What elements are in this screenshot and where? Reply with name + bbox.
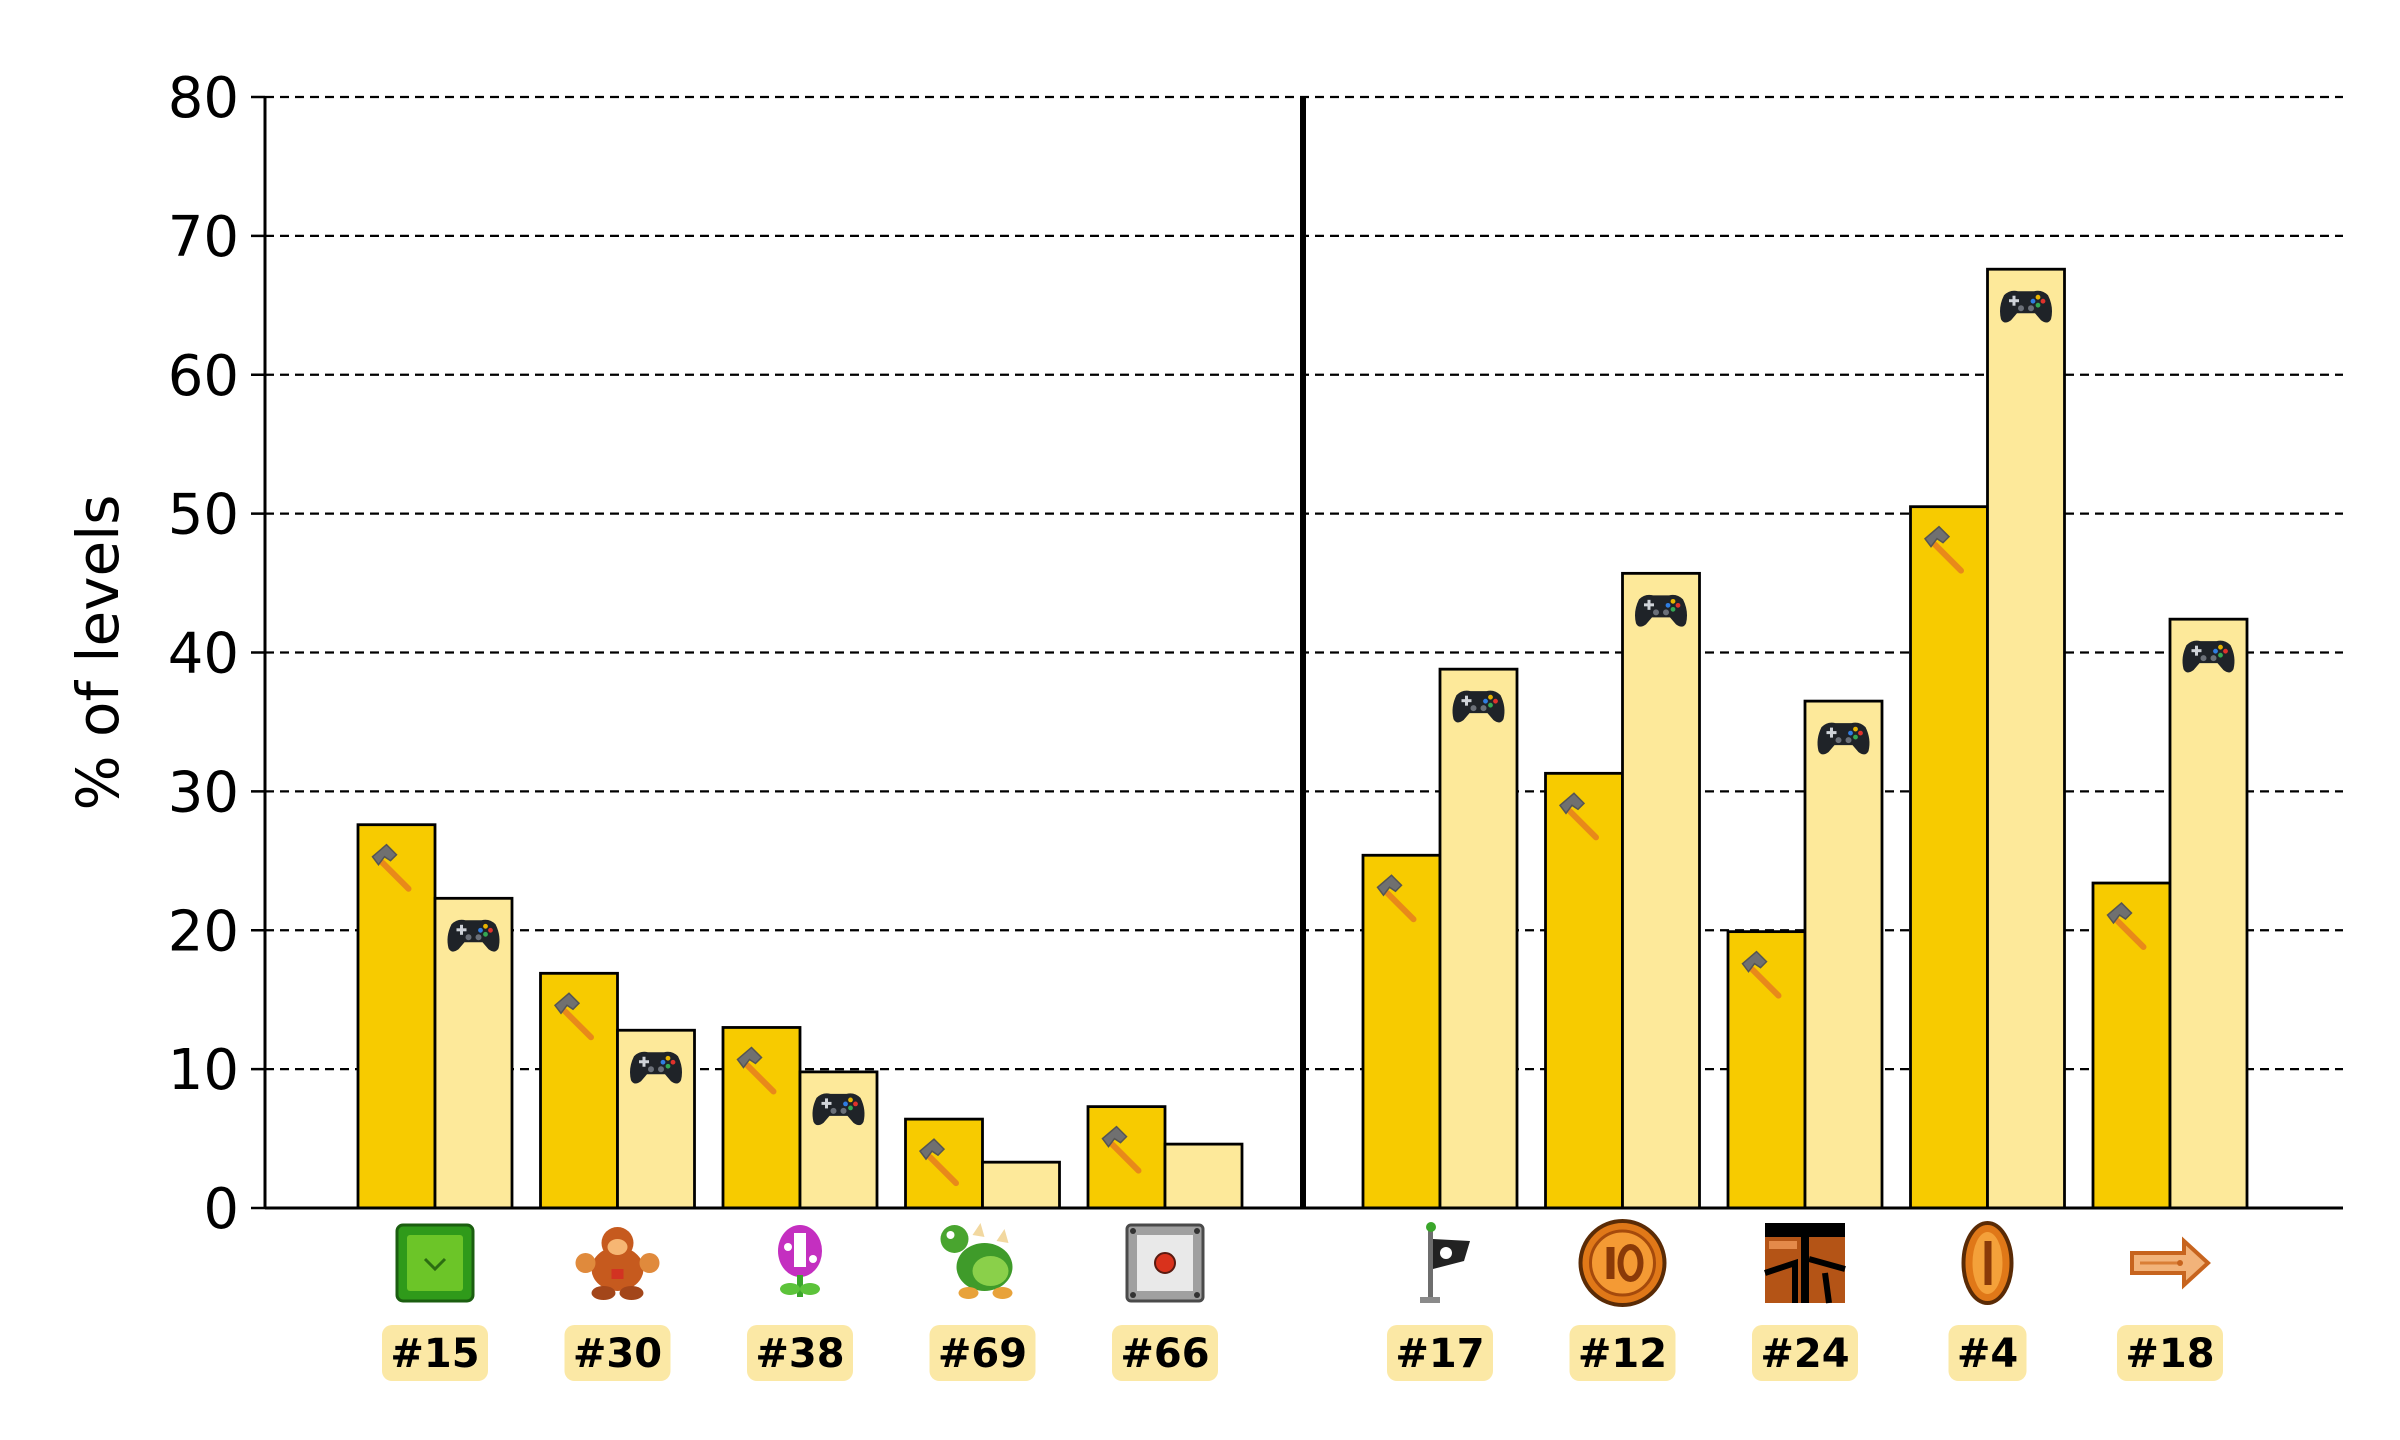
bar-play-4 (1986, 267, 2066, 1210)
y-tick-label: 80 (168, 66, 239, 131)
bar-play-17 (1438, 667, 1519, 1210)
rank-badge (1387, 1325, 1493, 1381)
rank-label: #15 (390, 1331, 479, 1377)
arrow-sign-icon (2130, 1236, 2211, 1290)
bar-play-18 (2168, 617, 2249, 1210)
bar-build-30 (539, 971, 619, 1210)
rank-badge (1112, 1325, 1218, 1381)
rank-label: #38 (755, 1331, 844, 1377)
bar-play-24 (1803, 699, 1884, 1210)
bar-play-15 (433, 896, 514, 1210)
y-tick-label: 70 (168, 205, 239, 270)
rank-badge (2117, 1325, 2223, 1381)
piranha-plant-icon (778, 1225, 822, 1297)
ground-tile-icon (1764, 1223, 1846, 1304)
green-block-icon (395, 1223, 475, 1303)
rank-label: #17 (1395, 1331, 1484, 1377)
bar-build-38 (721, 1026, 802, 1210)
rank-label: #12 (1578, 1331, 1667, 1377)
bar-build-24 (1726, 930, 1807, 1210)
y-tick-label: 10 (168, 1038, 239, 1103)
donkey-kong-icon (575, 1227, 660, 1300)
rank-label: #66 (1120, 1331, 1209, 1377)
rank-badge (382, 1325, 488, 1381)
y-axis-title: % of levels (64, 494, 132, 810)
y-tick-label: 60 (168, 344, 239, 409)
rank-badge (929, 1325, 1036, 1381)
bar-play-12 (1621, 571, 1701, 1210)
rank-badge (1752, 1325, 1858, 1381)
rank-badge (747, 1325, 853, 1381)
rank-label: #69 (938, 1331, 1027, 1377)
rank-label: #24 (1760, 1331, 1849, 1377)
bar-build-12 (1544, 771, 1624, 1210)
bar-play-66 (1163, 1142, 1244, 1210)
checkpoint-flag-icon (1420, 1222, 1470, 1303)
coin-icon (1961, 1221, 2014, 1305)
bar-play-69 (981, 1160, 1061, 1210)
rank-badge (1948, 1325, 2027, 1381)
bar-build-15 (356, 823, 437, 1210)
y-tick-label: 50 (168, 483, 239, 548)
bowser-icon (940, 1223, 1013, 1299)
bar-build-69 (904, 1117, 984, 1210)
bar-build-4 (1909, 505, 1989, 1210)
y-tick-label: 20 (168, 899, 239, 964)
bar-play-38 (798, 1070, 879, 1210)
rank-label: #4 (1957, 1331, 2018, 1377)
on-off-switch-icon (1125, 1223, 1205, 1303)
rank-label: #30 (573, 1331, 662, 1377)
y-tick-label: 30 (168, 760, 239, 825)
rank-badge (1569, 1325, 1676, 1381)
y-tick-label: 0 (203, 1177, 239, 1242)
y-tick-label: 40 (168, 622, 239, 687)
rank-label: #18 (2125, 1331, 2214, 1377)
ten-coin-icon (1578, 1219, 1667, 1307)
rank-badge (564, 1325, 671, 1381)
